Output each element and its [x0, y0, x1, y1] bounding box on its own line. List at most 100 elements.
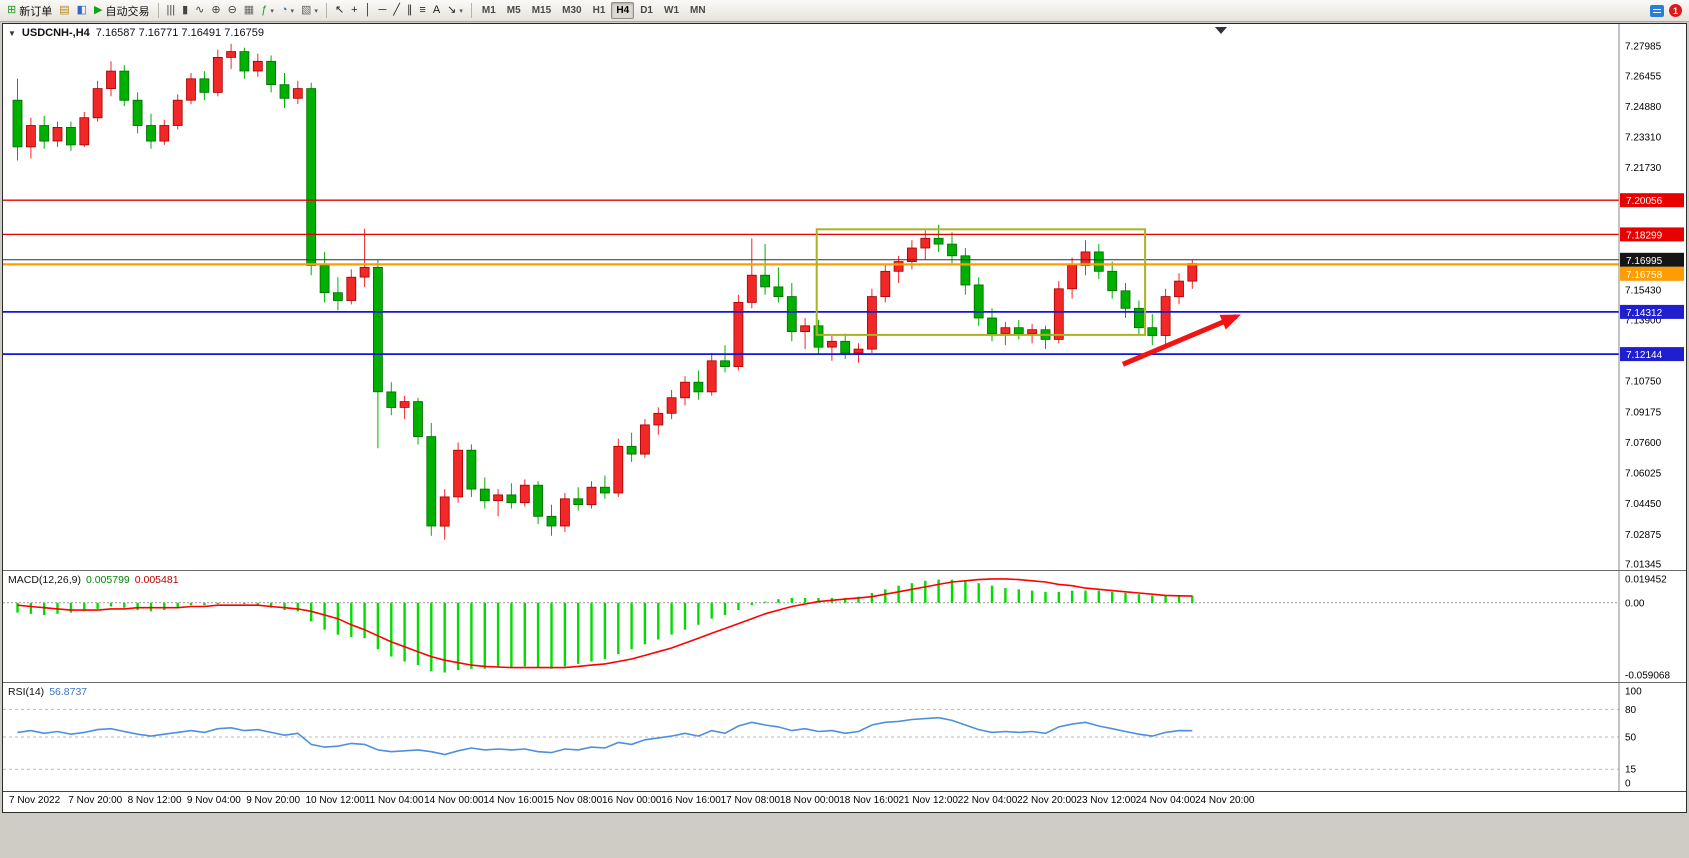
timeframe-button-h4[interactable]: H4	[611, 2, 635, 19]
indicators-button[interactable]: ƒ ▾	[258, 2, 277, 20]
timeframe-button-w1[interactable]: W1	[664, 5, 679, 16]
time-label: 23 Nov 12:00	[1076, 795, 1136, 806]
price-badge	[1620, 252, 1684, 267]
macd-signal-line	[17, 578, 1193, 669]
data-window-icon: ◧	[76, 4, 88, 16]
timeframe-button-m30[interactable]: M30	[562, 5, 582, 16]
zoom-out-button[interactable]: ⊖	[225, 2, 240, 20]
fibonacci-button[interactable]: ≡	[416, 2, 428, 20]
svg-text:7.12144: 7.12144	[1626, 350, 1663, 361]
svg-text:7.07600: 7.07600	[1625, 438, 1662, 449]
toolbar-standard-group: ⊞ 新订单 ▤ ◧ ▶ 自动交易	[4, 2, 153, 20]
zoom-in-button[interactable]: ⊕	[208, 2, 223, 20]
horizontal-line-button[interactable]: ─	[375, 2, 389, 20]
toolbar-right-group: 1	[1650, 4, 1685, 17]
time-label: 11 Nov 04:00	[364, 795, 424, 806]
time-label: 21 Nov 12:00	[898, 795, 959, 806]
panel-divider[interactable]	[3, 570, 1686, 571]
svg-text:7.09175: 7.09175	[1625, 407, 1662, 418]
bar-chart-button[interactable]: |||	[164, 2, 179, 20]
ohlc-values: 7.16587 7.16771 7.16491 7.16759	[95, 27, 264, 39]
symbol-timeframe-label: USDCNH-,H4	[21, 27, 90, 39]
zoom-in-icon: ⊕	[211, 4, 221, 16]
line-chart-button[interactable]: ∿	[192, 2, 207, 20]
messages-icon[interactable]	[1650, 4, 1664, 17]
time-label: 24 Nov 04:00	[1135, 795, 1196, 806]
chevron-down-icon: ▾	[459, 7, 463, 15]
price-badge	[1620, 227, 1684, 242]
price-badge	[1620, 347, 1684, 362]
svg-text:50: 50	[1625, 733, 1637, 744]
crosshair-button[interactable]: +	[348, 2, 360, 20]
toolbar-separator	[470, 3, 472, 18]
time-label: 14 Nov 16:00	[483, 795, 543, 806]
svg-text:100: 100	[1625, 687, 1642, 698]
bar-chart-icon: |||	[166, 4, 176, 16]
chart-title: ▼ USDCNH-,H4 7.16587 7.16771 7.16491 7.1…	[8, 27, 264, 39]
toolbar-timeframes-group: M1 M5 M15 M30 H1 H4 D1 W1 MN	[477, 2, 711, 19]
svg-text:7.10750: 7.10750	[1625, 377, 1662, 388]
periods-button[interactable]: ◔ ▾	[278, 2, 297, 20]
new-order-button[interactable]: ⊞ 新订单	[4, 2, 55, 20]
notification-badge[interactable]: 1	[1669, 4, 1682, 17]
vertical-line-icon: │	[364, 4, 372, 16]
timeframe-button-m1[interactable]: M1	[481, 5, 496, 16]
arrows-button[interactable]: ↘ ▾	[444, 2, 466, 20]
chart-window: 7.27985 7.26455 7.24880 7.23310 7.21730 7.154…	[2, 23, 1687, 813]
price-badge	[1620, 266, 1684, 281]
toolbar-separator	[325, 3, 327, 18]
candlestick-chart-button[interactable]: ▮	[179, 2, 191, 20]
candlestick-chart-icon: ▮	[182, 4, 189, 16]
trend-arrow[interactable]	[1121, 314, 1242, 367]
cursor-button[interactable]: ↖	[332, 2, 347, 20]
indicators-icon: ƒ	[261, 4, 268, 16]
timeframe-button-m5[interactable]: M5	[506, 5, 521, 16]
channel-icon: ∥	[406, 4, 413, 16]
svg-text:80: 80	[1625, 705, 1637, 716]
market-watch-button[interactable]: ▤	[56, 2, 72, 20]
time-label: 22 Nov 04:00	[957, 795, 1018, 806]
channel-button[interactable]: ∥	[404, 2, 416, 20]
chevron-down-icon: ▾	[314, 7, 318, 15]
svg-text:7.27985: 7.27985	[1625, 42, 1662, 53]
macd-panel[interactable]: 0.019452 0.00 -0.059068 MACD(12,26,9) 0.00…	[3, 571, 1686, 682]
market-watch-icon: ▤	[59, 4, 70, 16]
time-label: 24 Nov 20:00	[1195, 795, 1255, 806]
data-window-button[interactable]: ◧	[74, 2, 90, 20]
main-chart-panel[interactable]: 7.27985 7.26455 7.24880 7.23310 7.21730 7.154…	[3, 24, 1686, 570]
svg-text:0.019452: 0.019452	[1625, 575, 1667, 586]
tile-windows-button[interactable]: ▦	[241, 2, 257, 20]
timeframe-button-m15[interactable]: M15	[531, 5, 552, 16]
svg-text:7.16758: 7.16758	[1626, 270, 1663, 281]
svg-text:7.20056: 7.20056	[1626, 196, 1663, 207]
svg-text:7.02875: 7.02875	[1625, 530, 1662, 541]
timeframe-button-h1[interactable]: H1	[592, 5, 606, 16]
zoom-out-icon: ⊖	[227, 4, 237, 16]
autotrading-button[interactable]: ▶ 自动交易	[91, 2, 152, 20]
timeframe-button-mn[interactable]: MN	[690, 5, 706, 16]
consolidation-rectangle[interactable]	[815, 228, 1147, 336]
tile-windows-icon: ▦	[243, 4, 255, 16]
time-label: 16 Nov 00:00	[602, 795, 662, 806]
chart-shift-marker[interactable]	[1215, 27, 1227, 34]
panel-divider[interactable]	[3, 682, 1686, 683]
svg-text:15: 15	[1625, 765, 1637, 776]
time-label: 14 Nov 00:00	[424, 795, 484, 806]
collapse-chart-icon[interactable]: ▼	[8, 29, 16, 38]
text-button[interactable]: A	[430, 2, 443, 20]
macd-histogram	[16, 579, 1194, 673]
templates-button[interactable]: ▧ ▾	[298, 2, 321, 20]
timeframe-button-d1[interactable]: D1	[640, 5, 653, 16]
time-label: 16 Nov 16:00	[661, 795, 721, 806]
autotrading-button-label: 自动交易	[105, 5, 150, 18]
rsi-panel[interactable]: 100 80 50 15 0 RSI(14) 56.8737	[3, 683, 1686, 791]
svg-text:7.06025: 7.06025	[1625, 469, 1662, 480]
time-axis[interactable]: 7 Nov 2022 7 Nov 20:00 8 Nov 12:00 9 Nov 04…	[3, 792, 1686, 812]
time-label: 15 Nov 08:00	[542, 795, 603, 806]
svg-text:7.13900: 7.13900	[1625, 315, 1662, 326]
vertical-line-button[interactable]: │	[362, 2, 375, 20]
rsi-value: 56.8737	[49, 686, 88, 698]
svg-text:7.04450: 7.04450	[1625, 499, 1662, 510]
trendline-button[interactable]: ╱	[390, 2, 403, 20]
